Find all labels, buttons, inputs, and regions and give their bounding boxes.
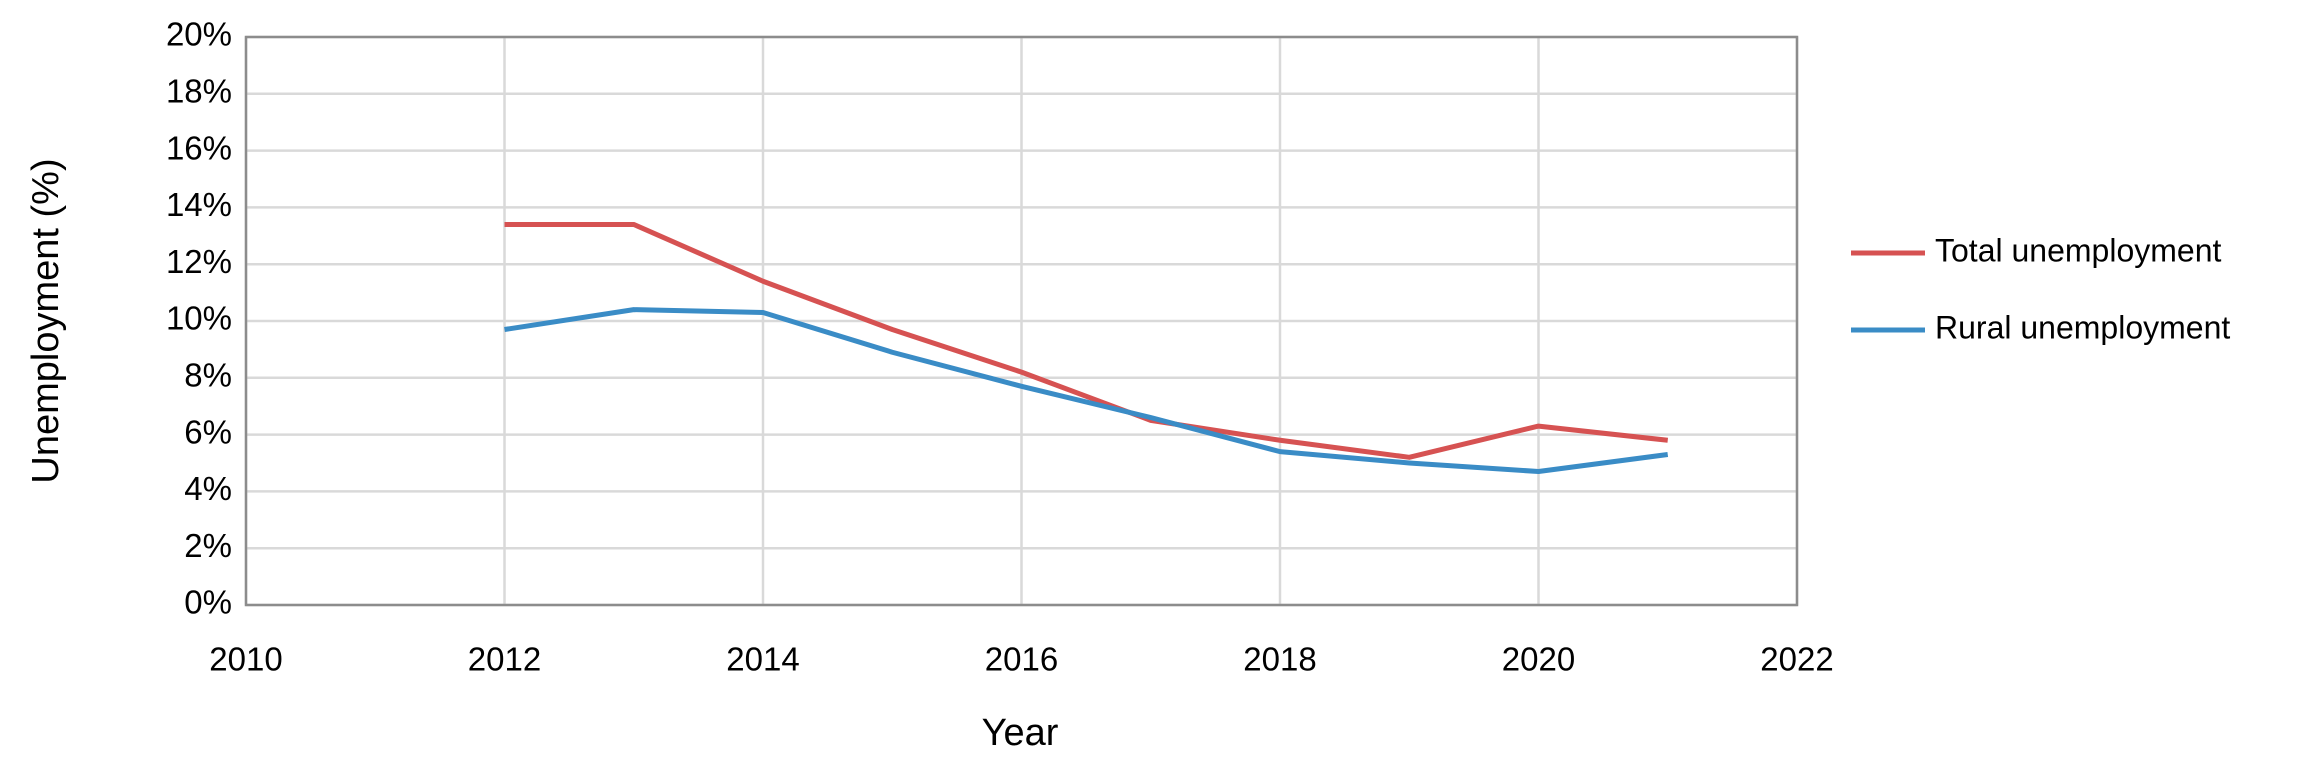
x-tick-label: 2018 — [1243, 641, 1316, 678]
legend-label: Rural unemployment — [1935, 309, 2230, 345]
legend-label: Total unemployment — [1935, 232, 2221, 268]
y-tick-label: 14% — [166, 186, 232, 223]
x-axis-title: Year — [982, 712, 1059, 754]
y-tick-label: 0% — [184, 584, 232, 621]
y-tick-label: 16% — [166, 129, 232, 166]
x-tick-label: 2016 — [985, 641, 1058, 678]
series-line — [504, 307, 1669, 475]
x-tick-label: 2020 — [1502, 641, 1575, 678]
y-tick-label: 8% — [184, 357, 232, 394]
series-line — [504, 221, 1669, 460]
x-tick-label: 2022 — [1760, 641, 1833, 678]
y-tick-label: 2% — [184, 527, 232, 564]
x-tick-label: 2010 — [209, 641, 282, 678]
y-tick-label: 6% — [184, 413, 232, 450]
y-tick-label: 12% — [166, 243, 232, 280]
y-axis-title: Unemployment (%) — [25, 158, 67, 483]
y-tick-label: 4% — [184, 470, 232, 507]
y-tick-label: 18% — [166, 73, 232, 110]
y-tick-label: 10% — [166, 300, 232, 337]
y-tick-label: 20% — [166, 16, 232, 53]
x-tick-label: 2012 — [468, 641, 541, 678]
x-tick-label: 2014 — [726, 641, 799, 678]
plot-border — [244, 35, 1799, 607]
